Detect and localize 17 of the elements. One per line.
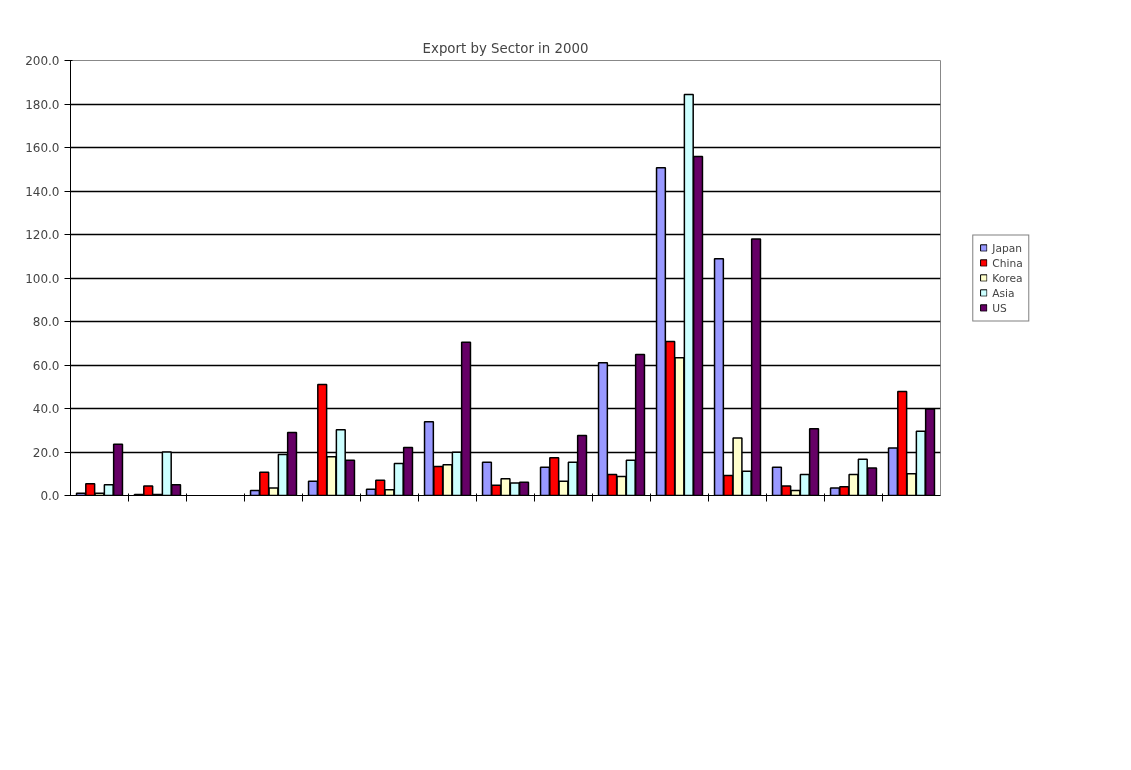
y-tick-label: 140.0 xyxy=(25,184,60,199)
legend-label: China xyxy=(992,256,1023,269)
legend-label: Asia xyxy=(992,286,1015,299)
legend-label: Japan xyxy=(992,241,1023,254)
y-tick-label: 180.0 xyxy=(25,97,60,112)
legend-label: Korea xyxy=(992,271,1023,284)
y-tick-label: 0.0 xyxy=(40,489,60,503)
y-tick-label: 100.0 xyxy=(25,271,60,286)
chart-title: Export by Sector in 2000 xyxy=(422,40,589,56)
y-tick-label: 40.0 xyxy=(32,402,60,416)
y-tick-label: 80.0 xyxy=(32,315,60,329)
y-tick-label: 20.0 xyxy=(32,445,60,460)
legend-label: US xyxy=(992,301,1008,314)
y-tick-label: 200.0 xyxy=(25,54,60,68)
y-tick-label: 60.0 xyxy=(32,358,60,373)
y-tick-label: 160.0 xyxy=(25,141,60,155)
y-tick-label: 120.0 xyxy=(25,228,60,242)
